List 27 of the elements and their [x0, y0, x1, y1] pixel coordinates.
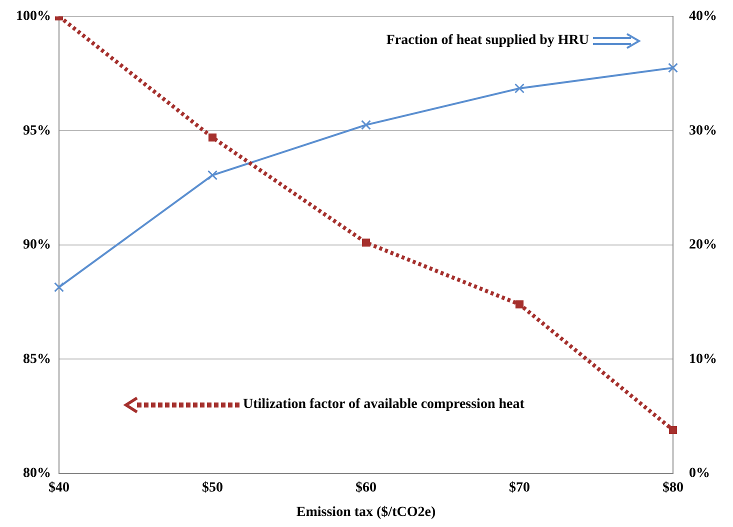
x-tick-label: $80 — [662, 480, 684, 496]
y2-tick-label: 10% — [689, 352, 717, 367]
x-tick-label: $50 — [202, 480, 223, 496]
point — [208, 133, 217, 142]
y2-tick-label: 0% — [689, 466, 710, 482]
point — [208, 170, 218, 180]
point — [514, 83, 524, 94]
point — [361, 120, 371, 130]
x-axis-title: Emission tax ($/tCO2e) — [296, 505, 436, 520]
y-tick-label: 90% — [23, 238, 51, 253]
point — [668, 62, 678, 73]
x-tick-label: $60 — [356, 480, 376, 496]
y-tick-label: 80% — [23, 466, 51, 482]
y2-tick-label: 20% — [689, 238, 717, 253]
point — [668, 426, 678, 434]
y-tick-label: 95% — [23, 123, 51, 138]
legend-label: Utilization factor of available compression heat — [243, 396, 524, 413]
point — [54, 282, 64, 292]
point — [515, 300, 524, 308]
y2-tick-label: 30% — [689, 123, 717, 138]
point — [362, 238, 370, 247]
text: Fraction of heat supplied by HRU — [386, 33, 589, 50]
y-tick-label: 100% — [16, 9, 51, 24]
x-tick-label: $40 — [48, 480, 70, 496]
y2-tick-label: 40% — [689, 9, 717, 24]
y-tick-label: 85% — [23, 352, 51, 367]
x-tick-label: $70 — [509, 480, 530, 496]
